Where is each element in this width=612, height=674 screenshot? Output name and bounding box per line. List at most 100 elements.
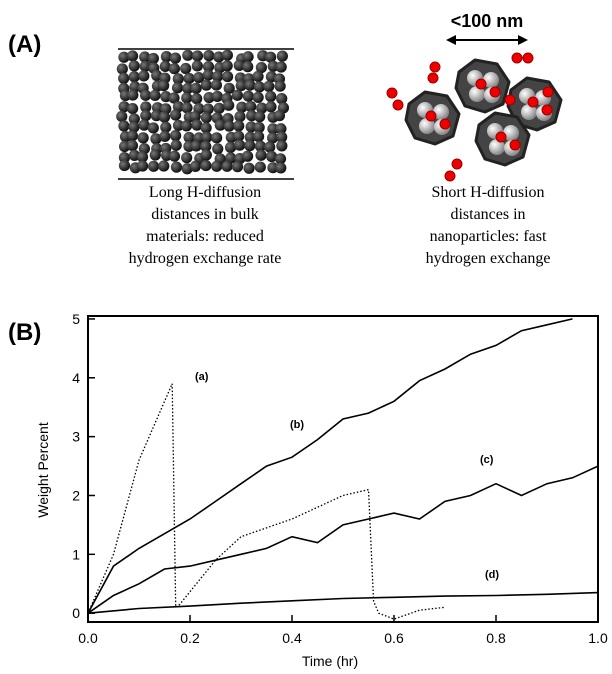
particle [190,82,202,94]
particle [128,60,140,72]
particle [233,130,245,142]
particle [231,161,244,173]
particle [212,143,224,155]
particle [149,89,161,102]
particle [136,151,149,163]
particle [267,123,279,135]
particle [181,92,193,104]
particle [138,70,150,82]
hydrogen [511,52,523,64]
particle [172,73,184,85]
particle [158,111,171,123]
particle [118,152,131,164]
hydrogen [509,139,521,151]
x-tick-label: 0.8 [486,630,506,646]
hydrogen [541,104,553,116]
particle [252,91,264,104]
caption-line: distances in bulk [151,206,259,223]
particle [189,110,201,123]
particle [265,101,277,113]
x-tick-label: 0.4 [282,630,302,646]
particle [274,80,286,92]
particle [118,120,130,132]
particle [221,49,233,61]
particle [180,62,192,75]
caption-line: Short H-diffusion [431,184,544,201]
particle [118,51,130,63]
atom [521,104,537,120]
particle [200,140,212,153]
bulk-material [116,48,294,180]
particle [254,111,266,123]
particle [211,90,223,103]
particle [213,51,225,63]
hydrogen [527,96,539,108]
atom [483,72,499,88]
particle [202,69,214,81]
panel-label: (B) [8,319,41,346]
particle [236,101,248,113]
particle [189,160,202,173]
particle [274,153,287,165]
nanoparticles [386,52,563,182]
particle [169,52,182,64]
hydrogen [522,52,534,64]
particle [191,60,203,72]
y-tick-label: 0 [72,605,80,621]
particle [172,119,185,132]
particle [267,162,279,174]
particle [136,160,149,172]
particle [116,63,128,75]
particle [182,49,194,61]
particle [253,121,265,134]
particle [128,71,140,83]
particle [191,93,203,105]
particle [191,50,204,62]
particle [118,101,130,113]
particle [181,152,193,164]
panel-label: (A) [8,31,41,58]
particle [160,121,172,133]
particle [263,80,275,93]
series-label: (c) [480,454,494,466]
particle [159,60,171,73]
particle [273,110,286,122]
particle [158,80,170,92]
particle [168,92,180,104]
particle [180,120,193,132]
particle [233,120,245,132]
hydrogen [427,72,439,84]
atom [489,139,505,155]
particle [224,141,237,154]
particle [212,70,224,83]
particle [126,130,139,142]
particle [200,122,212,134]
hydrogen [386,87,398,99]
x-tick-label: 0.0 [78,630,98,646]
particle [158,160,170,172]
particle [193,71,205,84]
particle [254,161,266,173]
particle [139,60,151,72]
particle [140,101,152,113]
hydrogen [444,170,456,182]
particle [201,131,213,143]
caption-line: hydrogen exchange [426,250,551,267]
caption-line: Long H-diffusion [149,184,261,201]
y-tick-label: 1 [72,546,80,562]
particle [181,102,193,114]
particle [245,100,257,113]
hydrogen [425,110,437,122]
particle [203,91,215,104]
particle [244,131,256,143]
particle [149,149,161,161]
particle [244,140,256,152]
x-tick-label: 0.6 [384,630,404,646]
particle [276,93,288,105]
hydrogen [439,118,451,130]
particle [147,52,159,65]
particle [267,132,279,144]
caption-line: materials: reduced [146,228,264,245]
particle [202,61,215,73]
y-tick-label: 3 [72,429,80,445]
